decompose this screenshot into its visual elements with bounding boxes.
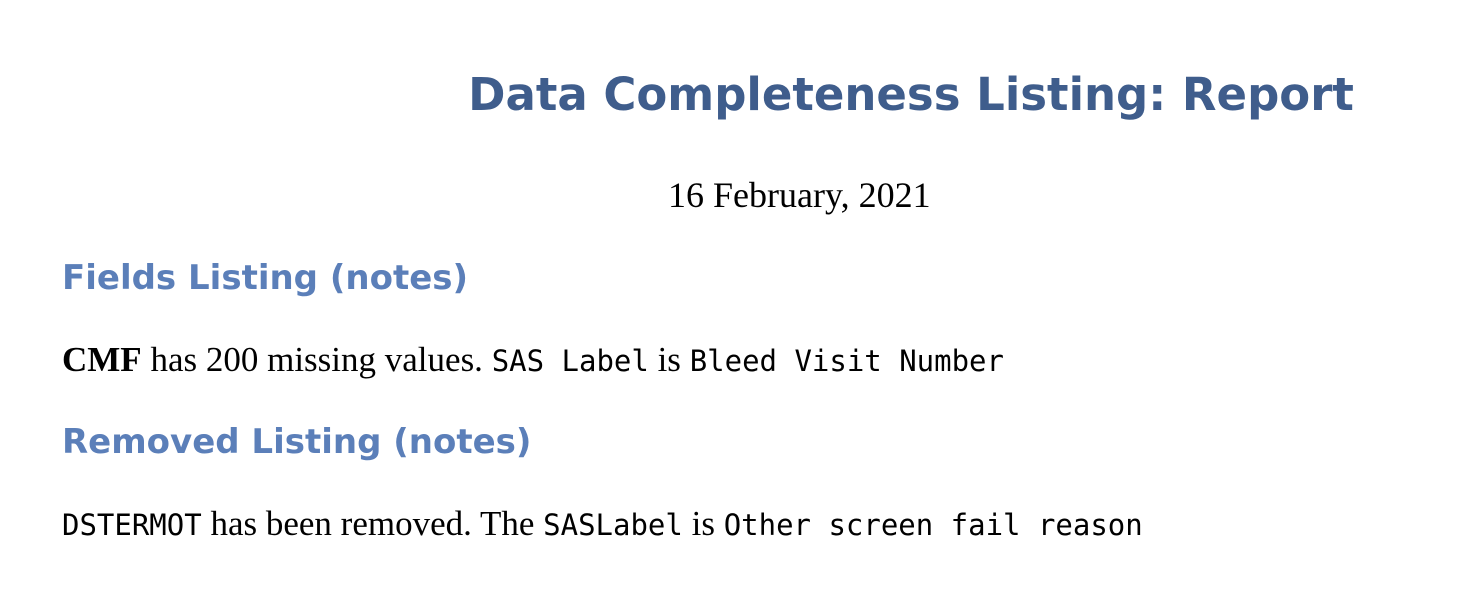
note-text: is: [648, 340, 690, 379]
note-text: is: [682, 504, 724, 543]
removed-listing-heading: Removed Listing (notes): [62, 422, 532, 462]
removed-listing-note: DSTERMOT has been removed. The SASLabel …: [62, 504, 1143, 544]
fields-listing-note: CMF has 200 missing values. SAS Label is…: [62, 340, 1004, 380]
sas-label-term: SASLabel: [543, 508, 683, 542]
sas-label-value: Bleed Visit Number: [689, 344, 1004, 378]
field-name: DSTERMOT: [62, 508, 202, 542]
sas-label-term: SAS Label: [491, 344, 649, 378]
report-title: Data Completeness Listing: Report: [468, 68, 1354, 121]
note-text: has been removed. The: [201, 504, 544, 543]
report-date: 16 February, 2021: [668, 175, 931, 215]
fields-listing-heading: Fields Listing (notes): [62, 258, 469, 298]
note-text: has 200 missing values.: [141, 340, 492, 379]
field-name: CMF: [62, 340, 142, 379]
sas-label-value: Other screen fail reason: [723, 508, 1143, 542]
